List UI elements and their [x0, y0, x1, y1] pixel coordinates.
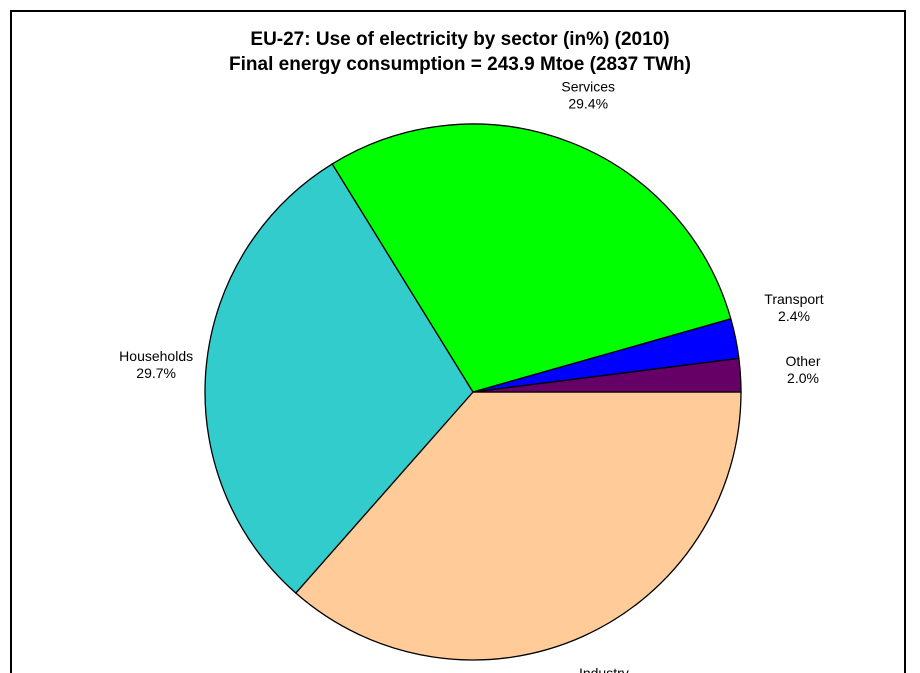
pie-labels: Industry36.5%Households29.7%Services29.4…: [119, 79, 824, 673]
slice-value-other: 2.0%: [787, 370, 819, 386]
slice-label-services: Services: [561, 79, 615, 95]
pie-slice-industry: [294, 391, 742, 661]
pie-slice-households: [204, 163, 474, 594]
slice-label-other: Other: [785, 353, 820, 369]
pie-slice-services: [331, 123, 732, 393]
slice-label-households: Households: [119, 348, 193, 364]
pie-slice-other: [472, 357, 742, 393]
chart-subtitle: Final energy consumption = 243.9 Mtoe (2…: [229, 54, 691, 75]
chart-title: EU-27: Use of electricity by sector (in%…: [250, 29, 669, 50]
slice-value-services: 29.4%: [568, 96, 608, 112]
slice-label-transport: Transport: [764, 291, 824, 307]
slice-value-households: 29.7%: [136, 365, 176, 381]
slice-label-industry: Industry: [579, 665, 629, 673]
pie-slices: [204, 123, 742, 661]
slice-value-transport: 2.4%: [778, 308, 810, 324]
